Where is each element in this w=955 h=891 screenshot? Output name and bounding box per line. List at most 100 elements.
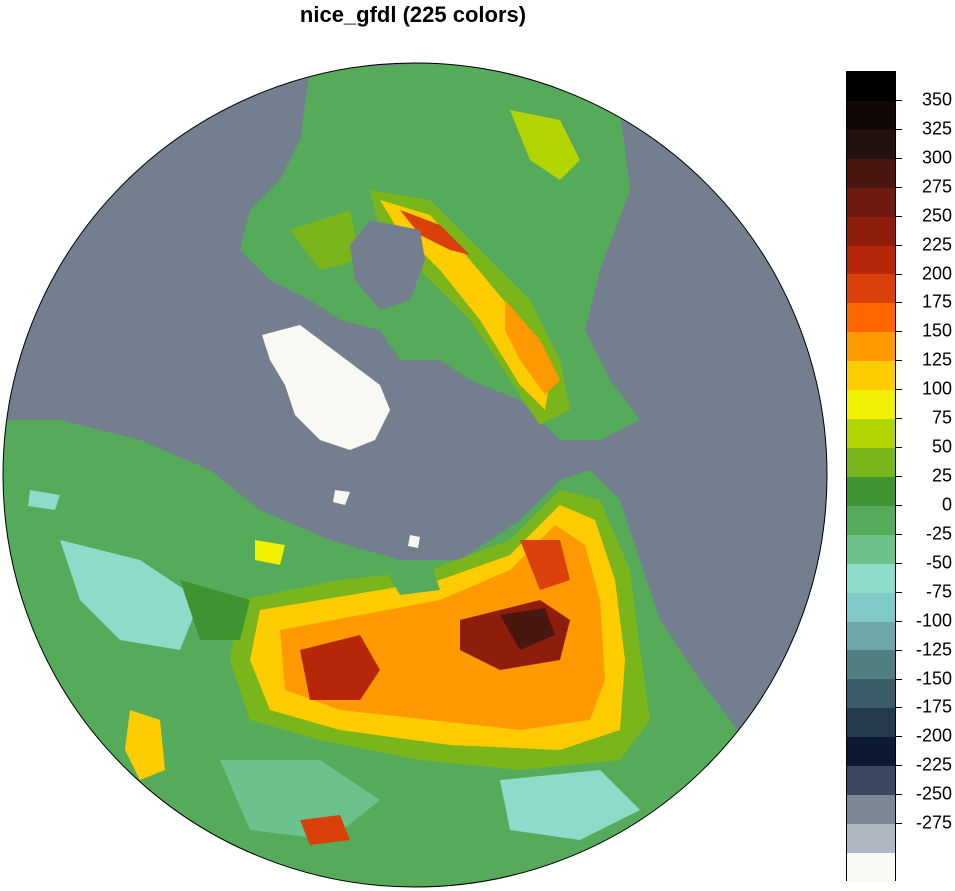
- colorbar-swatch: [847, 129, 895, 159]
- colorbar-tick: [896, 504, 902, 506]
- colorbar-swatch: [847, 274, 895, 304]
- colorbar-tick: [896, 533, 902, 535]
- colorbar-label: -50: [925, 552, 952, 573]
- colorbar-label: 25: [931, 465, 952, 486]
- island-3: [333, 490, 350, 505]
- colorbar-label: -200: [915, 725, 952, 746]
- colorbar-label: 0: [941, 494, 952, 515]
- colorbar-swatch: [847, 390, 895, 420]
- colorbar-swatch: [847, 361, 895, 391]
- colorbar-tick: [896, 794, 902, 796]
- colorbar-tick: [896, 157, 902, 159]
- colorbar-label: 50: [931, 436, 952, 457]
- colorbar-tick: [896, 99, 902, 101]
- colorbar-swatch: [847, 419, 895, 448]
- colorbar-swatch: [847, 766, 895, 796]
- colorbar-swatch: [847, 72, 895, 101]
- colorbar-swatch: [847, 187, 895, 217]
- greenland-ice: [262, 325, 390, 450]
- land-na-veg-4: [505, 300, 560, 395]
- colorbar-tick: [896, 418, 902, 420]
- colorbar-label: 250: [921, 205, 952, 226]
- land-na-north: [510, 110, 580, 180]
- colorbar-label: -250: [915, 783, 952, 804]
- colorbar-label: 75: [931, 407, 952, 428]
- colorbar-tick: [896, 302, 902, 304]
- colorbar-swatch: [847, 592, 895, 622]
- colorbar-swatch: [847, 332, 895, 362]
- colorbar-label: -175: [915, 696, 952, 717]
- colorbar-label: 125: [921, 349, 952, 370]
- land-eurasia-veg-red: [300, 635, 380, 700]
- colorbar-label: -125: [915, 639, 952, 660]
- colorbar-tick: [896, 215, 902, 217]
- colorbar-tick: [896, 273, 902, 275]
- colorbar-swatch: [847, 650, 895, 680]
- chart-title: nice_gfdl (225 colors): [299, 2, 527, 27]
- colorbar-label: 100: [921, 378, 952, 399]
- colorbar-swatch: [847, 447, 895, 477]
- colorbar-label: 200: [921, 263, 952, 283]
- land-west-green: [180, 580, 250, 640]
- colorbar-label: 275: [921, 176, 952, 197]
- colorbar-label: 350: [921, 89, 952, 110]
- colorbar-tick: [896, 476, 902, 477]
- colorbar-label: 300: [921, 147, 952, 168]
- colorbar-swatch: [847, 679, 895, 709]
- colorbar-swatch: [847, 795, 895, 824]
- colorbar-tick: [896, 186, 902, 188]
- colorbar-label: 225: [921, 234, 952, 255]
- land-eurasia-veg-dark: [500, 608, 555, 650]
- colorbar-tick: [896, 447, 902, 449]
- land-eurasia-teal-3: [500, 770, 640, 840]
- colorbar-tick: [896, 736, 902, 738]
- colorbar-tick: [896, 128, 902, 130]
- colorbar-tick: [896, 591, 902, 593]
- colorbar-tick: [896, 707, 902, 709]
- colorbar-tick: [896, 562, 902, 564]
- island-2: [408, 535, 420, 548]
- colorbar-swatch: [847, 100, 895, 130]
- land-na-veg-3: [400, 210, 470, 255]
- colorbar-label: 325: [921, 118, 952, 139]
- land-eurasia-teal: [60, 540, 200, 650]
- colorbar-swatch: [847, 303, 895, 333]
- colorbar-tick: [896, 331, 902, 333]
- colorbar-swatch: [847, 737, 895, 767]
- colorbar-tick: [896, 649, 902, 651]
- colorbar-tick: [896, 360, 902, 362]
- colorbar-tick: [896, 823, 902, 825]
- colorbar-swatch: [847, 158, 895, 188]
- land-na-west: [290, 210, 360, 270]
- colorbar-tick: [896, 244, 902, 246]
- land-europe-yellow: [125, 710, 165, 780]
- island-4: [28, 490, 60, 510]
- colorbar-swatch: [847, 216, 895, 246]
- colorbar-label: -275: [915, 812, 952, 833]
- colorbar-label: -100: [915, 610, 952, 631]
- island-1: [380, 560, 440, 595]
- colorbar-swatch: [847, 534, 895, 564]
- colorbar-label: -25: [925, 523, 952, 544]
- colorbar-tick: [896, 678, 902, 680]
- colorbar-swatch: [847, 852, 895, 882]
- colorbar-label: -225: [915, 754, 952, 775]
- colorbar-swatch: [847, 823, 895, 853]
- colorbar-swatch: [847, 245, 895, 275]
- colorbar-tick: [896, 389, 902, 391]
- colorbar-tick: [896, 620, 902, 622]
- colorbar-swatch: [847, 563, 895, 593]
- hudson-bay: [350, 220, 425, 310]
- colorbar-label: 175: [921, 291, 952, 312]
- colorbar-tick: [896, 765, 902, 767]
- colorbar-swatch: [847, 621, 895, 651]
- colorbar-label: -150: [915, 668, 952, 688]
- land-europe-red: [300, 815, 350, 845]
- colorbar-swatch: [847, 708, 895, 738]
- colorbar: [846, 71, 896, 882]
- land-eurasia-veg-red-3: [520, 540, 570, 590]
- land-west-yellow: [255, 540, 285, 565]
- colorbar-swatch: [847, 476, 895, 506]
- map-border: [2, 62, 828, 888]
